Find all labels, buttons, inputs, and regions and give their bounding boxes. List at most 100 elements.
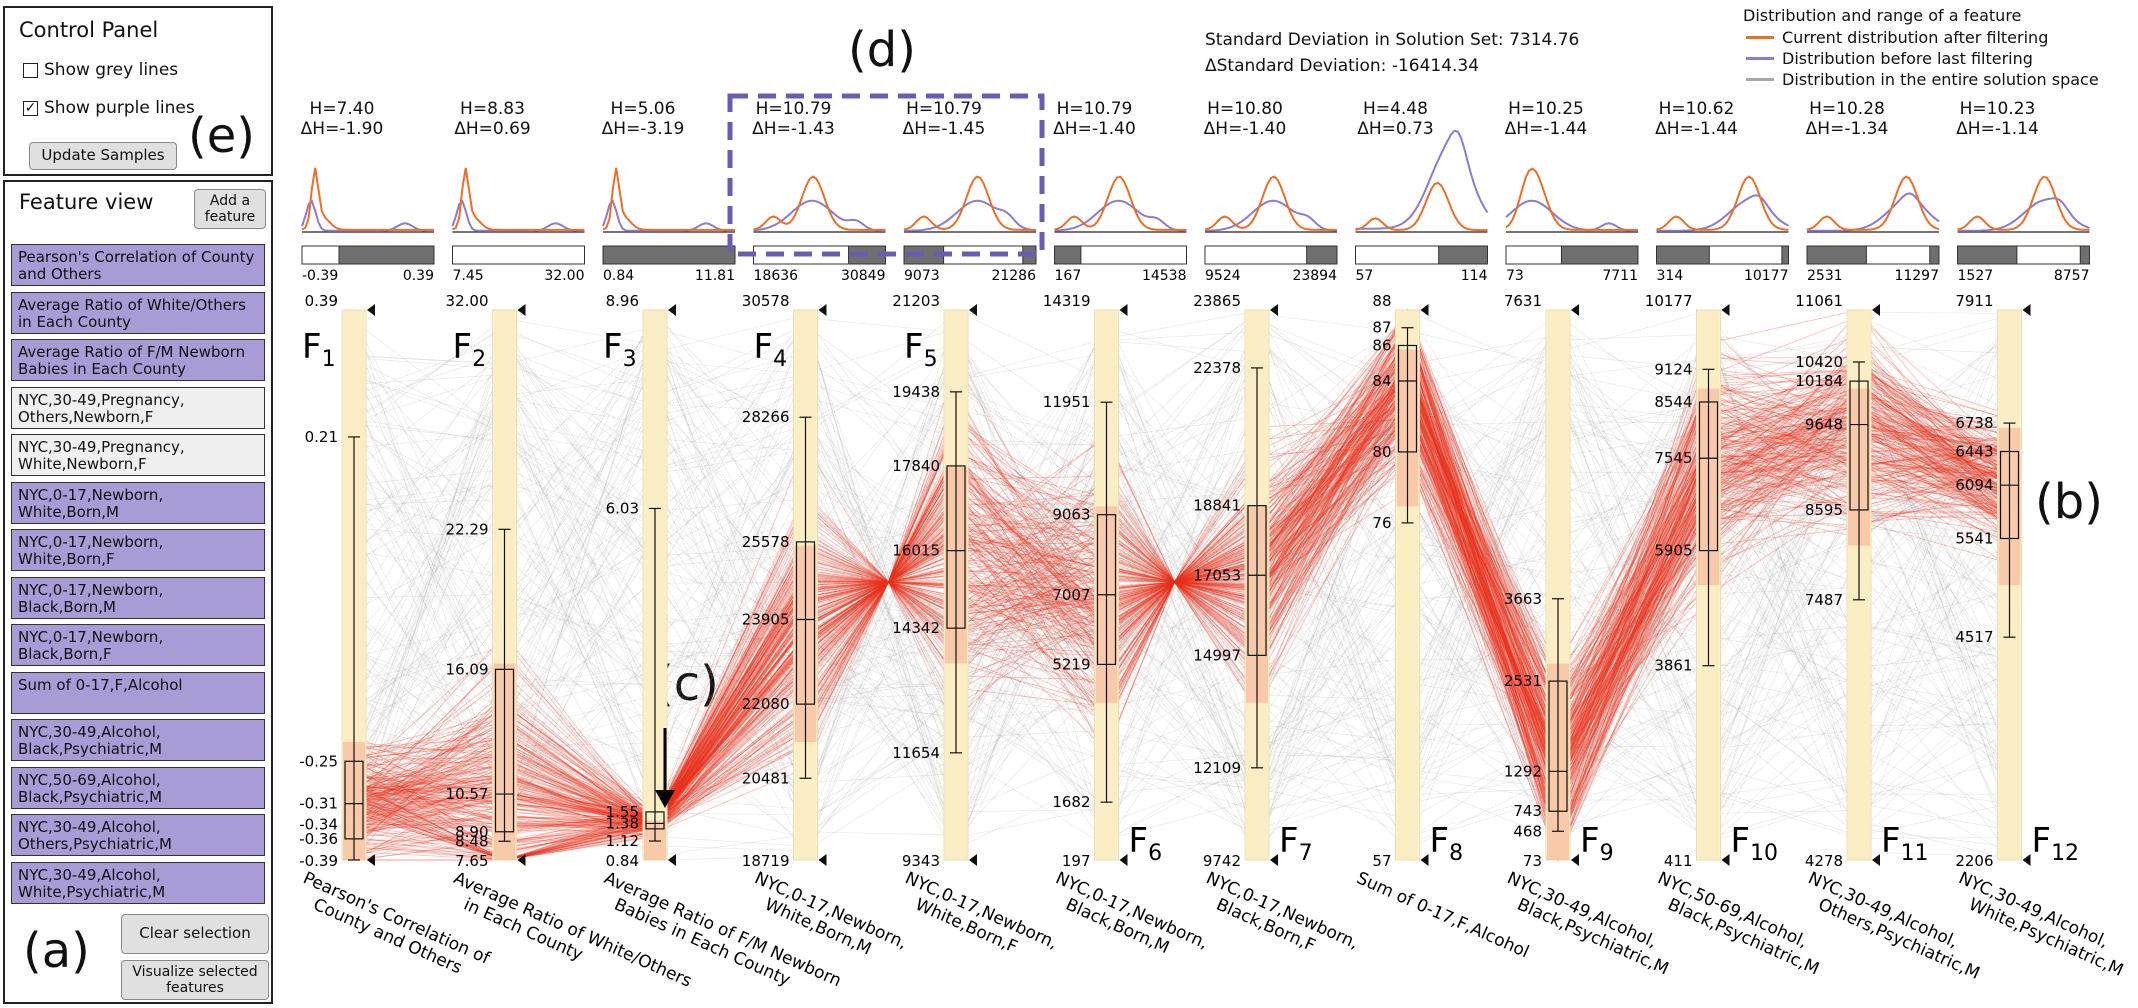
feature-item[interactable]: NYC,0-17,Newborn, Black,Born,M	[11, 576, 265, 619]
filtered-polyline	[353, 379, 2010, 853]
range-slider-window[interactable]	[1708, 245, 1783, 265]
add-feature-button[interactable]: Add a feature	[194, 189, 266, 229]
filtered-polyline	[353, 347, 2010, 830]
axis-max-handle[interactable]	[969, 304, 977, 316]
axis-min-handle[interactable]	[969, 854, 977, 866]
range-slider-track[interactable]	[602, 245, 736, 265]
context-polyline	[353, 315, 2010, 756]
filtered-polyline	[353, 380, 2010, 833]
clear-selection-button[interactable]: Clear selection	[121, 914, 269, 954]
current-distribution-curve	[1806, 175, 1940, 231]
axis-max-handle[interactable]	[1420, 304, 1429, 316]
context-polyline	[353, 393, 2010, 818]
axis-f12[interactable]: 7911220667386443609455414517F12NYC,30-49…	[1947, 292, 2134, 981]
filtered-polyline	[353, 396, 2010, 830]
feature-item[interactable]: Average Ratio of F/M Newborn Babies in E…	[11, 339, 265, 381]
axis-min-handle[interactable]	[818, 854, 827, 866]
filtered-polyline	[353, 350, 2010, 834]
show-purple-lines-toggle[interactable]: ✓ Show purple lines	[23, 98, 195, 118]
context-polyline	[353, 323, 2010, 727]
range-min-label: -0.39	[302, 268, 338, 284]
filtered-polyline	[353, 379, 2010, 819]
axis-min-handle[interactable]	[1872, 854, 1880, 866]
axis-f5[interactable]: 21203 9343 19438 17840 16015 14342 11654 F5 NYC,…	[892, 292, 1060, 972]
axis-min-handle[interactable]	[1721, 854, 1730, 866]
current-distribution-curve	[1656, 175, 1789, 231]
feature-item[interactable]: Sum of 0-17,F,Alcohol	[11, 671, 265, 714]
axis-min-handle[interactable]	[1270, 854, 1278, 866]
box-iqr	[1397, 344, 1418, 453]
axis-max-handle[interactable]	[668, 304, 676, 316]
range-slider-window[interactable]	[452, 245, 585, 265]
show-grey-lines-toggle[interactable]: Show grey lines	[23, 60, 178, 80]
axis-min-handle[interactable]	[2022, 854, 2031, 866]
feature-item[interactable]: NYC,50-69,Alcohol, Black,Psychiatric,M	[11, 766, 265, 809]
axis-tick-label: -0.25	[299, 752, 338, 770]
visualize-selected-button[interactable]: Visualize selected features	[121, 960, 269, 1000]
axis-tick-label: 22378	[1193, 359, 1241, 377]
axis-max-handle[interactable]	[1872, 304, 1880, 316]
axis-density-cell	[1396, 663, 1419, 703]
feature-item[interactable]: NYC,30-49,Alcohol, Others,Psychiatric,M	[11, 814, 265, 856]
axis-min-handle[interactable]	[1119, 854, 1128, 866]
filtered-polyline	[353, 390, 2010, 827]
axis-min-handle[interactable]	[668, 854, 676, 866]
axis-f10[interactable]: 10177 411 9124 8544 7545 5905 3861 F10NYC,50-69…	[1645, 292, 1830, 979]
axis-min-handle[interactable]	[367, 854, 375, 866]
filtered-polyline	[353, 364, 2010, 854]
axis-max-handle[interactable]	[517, 304, 526, 316]
context-polyline	[353, 309, 2010, 810]
range-slider-window[interactable]	[1080, 245, 1188, 265]
range-slider-window[interactable]	[1865, 245, 1931, 265]
axis-min-handle[interactable]	[1571, 854, 1579, 866]
range-slider-window[interactable]	[301, 245, 340, 265]
axis-top-label: 88	[1372, 292, 1391, 310]
feature-item[interactable]: Average Ratio of White/Others in Each Co…	[11, 291, 265, 334]
axis-max-handle[interactable]	[1119, 304, 1128, 316]
context-polyline	[353, 366, 2010, 831]
context-polyline	[353, 330, 2010, 834]
filtered-polyline	[353, 408, 2010, 820]
feature-item[interactable]: Pearson's Correlation of County and Othe…	[11, 244, 265, 286]
filtered-polyline	[353, 370, 2010, 837]
entropy-value: H=4.48	[1363, 99, 1428, 119]
context-polyline	[353, 311, 2010, 811]
feature-item[interactable]: NYC,0-17,Newborn, Black,Born,F	[11, 624, 265, 666]
purple-lines-checkbox[interactable]: ✓	[23, 100, 38, 116]
axis-max-handle[interactable]	[2022, 304, 2031, 316]
feature-item[interactable]: NYC,30-49,Pregnancy, Others,Newborn,F	[11, 386, 265, 429]
grey-lines-checkbox[interactable]	[23, 62, 38, 78]
axis-max-handle[interactable]	[1270, 304, 1278, 316]
axis-min-handle[interactable]	[517, 854, 526, 866]
axis-density-cell	[1547, 427, 1569, 468]
context-polyline	[353, 309, 2010, 830]
range-min-label: 57	[1356, 268, 1374, 284]
update-samples-button[interactable]: Update Samples	[29, 142, 177, 170]
feature-item[interactable]: NYC,30-49,Alcohol, Black,Psychiatric,M	[11, 719, 265, 761]
feature-item[interactable]: NYC,30-49,Alcohol, White,Psychiatric,M	[11, 861, 265, 904]
range-slider-window[interactable]	[943, 245, 1024, 265]
feature-item[interactable]: NYC,0-17,Newborn, White,Born,M	[11, 481, 265, 524]
axis-max-handle[interactable]	[367, 304, 375, 316]
axis-max-handle[interactable]	[818, 304, 827, 316]
range-slider-window[interactable]	[1505, 245, 1562, 265]
axis-f7[interactable]: 23865 9742 22378 18841 17053 14997 12109 F7NYC,…	[1193, 292, 1361, 972]
filtered-polyline	[353, 365, 2010, 818]
filtered-polyline	[353, 356, 2010, 858]
range-slider-window[interactable]	[1204, 245, 1308, 265]
axis-max-handle[interactable]	[1721, 304, 1730, 316]
axis-tick-label: 9124	[1654, 360, 1692, 378]
axis-min-handle[interactable]	[1420, 854, 1429, 866]
filtered-polyline	[353, 342, 2010, 834]
feature-item[interactable]: NYC,30-49,Pregnancy, White,Newborn,F	[11, 434, 265, 476]
range-slider-window[interactable]	[1355, 245, 1440, 265]
axis-max-handle[interactable]	[1571, 304, 1579, 316]
axis-density-cell	[1848, 310, 1870, 350]
filtered-polyline	[353, 396, 2010, 824]
range-slider-window[interactable]	[2016, 245, 2081, 265]
context-polyline	[353, 376, 2010, 788]
feature-item[interactable]: NYC,0-17,Newborn, White,Born,F	[11, 529, 265, 571]
current-distribution-curve	[1204, 175, 1337, 231]
context-polyline	[353, 346, 2010, 830]
